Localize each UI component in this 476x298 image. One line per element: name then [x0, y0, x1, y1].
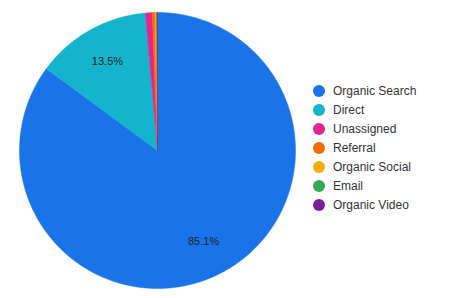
html-text:Referral: Referral	[333, 140, 376, 155]
html-text:Organic Social: Organic Social	[333, 159, 411, 174]
html-text:Direct: Direct	[333, 102, 365, 117]
html-text:Organic Video: Organic Video	[333, 197, 409, 212]
svg-text:85.1%: 85.1%	[188, 235, 219, 247]
svg-text:13.5%: 13.5%	[92, 55, 123, 67]
html-text:Unassigned: Unassigned	[333, 121, 397, 136]
html-text:Organic Search: Organic Search	[333, 83, 417, 98]
html-text:Email: Email	[333, 178, 363, 193]
